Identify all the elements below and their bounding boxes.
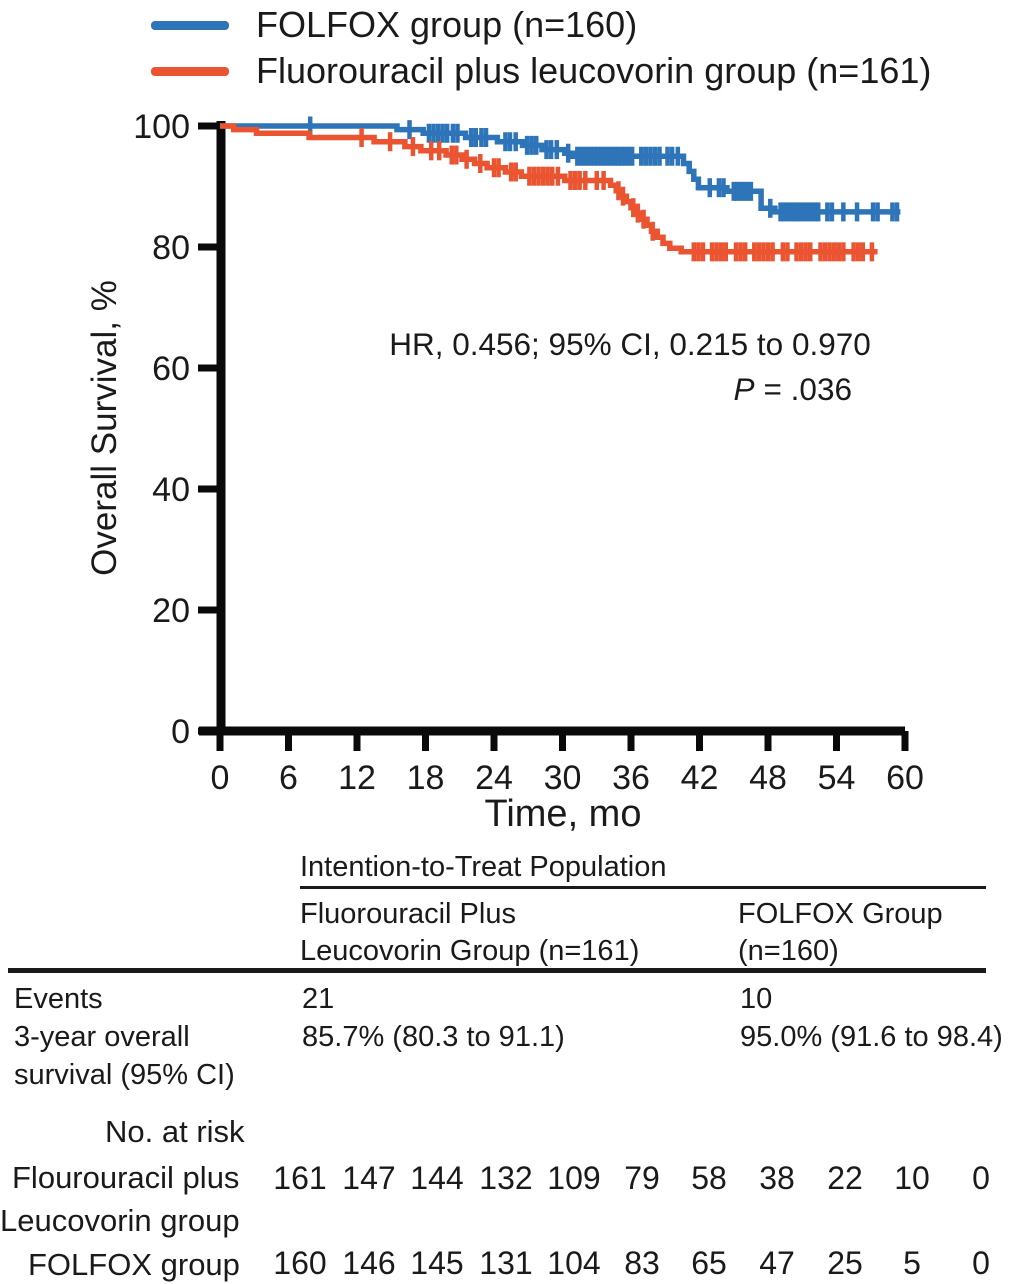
risk-count: 104	[547, 1245, 601, 1281]
folfox-line-swatch-icon	[151, 20, 229, 30]
risk-count: 65	[691, 1245, 727, 1281]
col1-header-line1: Fluorouracil Plus	[300, 898, 516, 930]
x-tick-label: 30	[544, 759, 582, 797]
risk-count: 25	[827, 1245, 863, 1281]
col1-header-line2: Leucovorin Group (n=161)	[300, 935, 640, 967]
legend-label-fluorouracil: Fluorouracil plus leucovorin group (n=16…	[256, 50, 932, 91]
x-tick-label: 54	[818, 759, 856, 797]
risk-count: 22	[827, 1160, 863, 1196]
x-tick-label: 6	[279, 759, 298, 797]
x-tick-label: 0	[211, 759, 230, 797]
survival-step-line	[220, 123, 878, 255]
events-col1-value: 21	[302, 983, 335, 1015]
y-tick-label: 80	[152, 229, 190, 267]
p-value-text: = .036	[764, 371, 852, 407]
os-row-label-line1: 3-year overall	[14, 1021, 190, 1053]
hr-ci-annotation: HR, 0.456; 95% CI, 0.215 to 0.970	[389, 326, 871, 362]
risk-count: 145	[410, 1245, 464, 1281]
risk-count: 83	[624, 1245, 660, 1281]
col2-header-line1: FOLFOX Group	[738, 898, 943, 930]
x-tick-label: 42	[681, 759, 719, 797]
risk-row1-label-line2: Leucovorin group	[0, 1203, 240, 1238]
risk-count: 79	[624, 1160, 660, 1196]
events-col2-value: 10	[740, 983, 773, 1015]
risk-count: 131	[479, 1245, 533, 1281]
y-tick-label: 20	[152, 592, 190, 630]
p-value-annotation: P = .036	[734, 371, 852, 407]
risk-count: 146	[342, 1245, 396, 1281]
risk-count: 10	[894, 1160, 930, 1196]
y-tick-label: 40	[152, 471, 190, 509]
risk-count: 38	[759, 1160, 795, 1196]
km-curve-fluorouracil	[220, 123, 878, 262]
x-axis-title: Time, mo	[485, 793, 642, 835]
risk-count: 47	[759, 1245, 795, 1281]
x-tick-label: 12	[338, 759, 376, 797]
y-tick-label: 100	[133, 108, 190, 146]
risk-count: 58	[691, 1160, 727, 1196]
col2-header-line2: (n=160)	[738, 935, 839, 967]
y-tick-label: 0	[171, 713, 190, 751]
survival-step-line	[220, 123, 901, 215]
title-underline	[300, 886, 986, 889]
os-col2-value: 95.0% (91.6 to 98.4)	[740, 1021, 1003, 1053]
legend-item-folfox: FOLFOX group (n=160)	[151, 4, 931, 46]
events-row-label: Events	[14, 983, 103, 1015]
stats-table-title: Intention-to-Treat Population	[300, 851, 667, 883]
censor-marks	[359, 127, 875, 262]
risk-count: 0	[972, 1160, 990, 1196]
x-tick-label: 24	[475, 759, 513, 797]
y-axis-title: Overall Survival, %	[85, 280, 124, 576]
p-italic-label: P	[734, 371, 755, 407]
x-tick-label: 60	[886, 759, 924, 797]
km-curve-folfox	[220, 116, 901, 222]
risk-count: 5	[903, 1245, 921, 1281]
risk-count: 132	[479, 1160, 533, 1196]
x-tick-label: 18	[407, 759, 445, 797]
header-rule	[8, 968, 986, 973]
risk-row2-label-line1: FOLFOX group	[28, 1247, 240, 1282]
risk-count: 161	[273, 1160, 327, 1196]
censor-marks	[307, 116, 900, 222]
y-tick-label: 60	[152, 350, 190, 388]
legend-label-folfox: FOLFOX group (n=160)	[256, 4, 638, 45]
legend-item-fluorouracil: Fluorouracil plus leucovorin group (n=16…	[151, 50, 931, 92]
risk-count: 0	[972, 1245, 990, 1281]
survival-curves	[220, 116, 901, 262]
axes: 0 20 40 60 80 100 0 6 12 18 24 30 36 42 48 54 60	[133, 108, 924, 797]
risk-table-title: No. at risk	[105, 1114, 245, 1149]
risk-count: 160	[273, 1245, 327, 1281]
os-col1-value: 85.7% (80.3 to 91.1)	[302, 1021, 565, 1053]
legend: FOLFOX group (n=160) Fluorouracil plus l…	[151, 4, 931, 96]
risk-row1-label-line1: Flourouracil plus	[12, 1160, 240, 1195]
risk-count: 109	[547, 1160, 601, 1196]
os-row-label-line2: survival (95% CI)	[14, 1059, 235, 1091]
x-tick-label: 36	[612, 759, 650, 797]
risk-count: 144	[410, 1160, 464, 1196]
x-tick-label: 48	[749, 759, 787, 797]
risk-count: 147	[342, 1160, 396, 1196]
fluorouracil-line-swatch-icon	[151, 66, 229, 76]
